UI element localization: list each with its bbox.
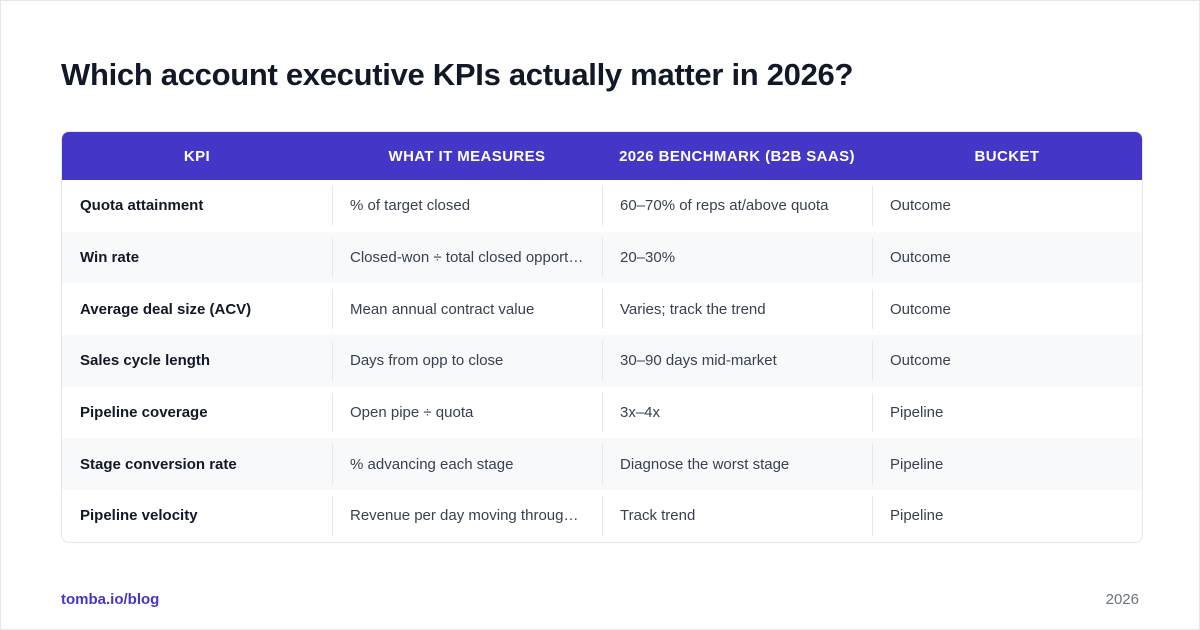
kpi-table-container: KPI What it measures 2026 Benchmark (B2B… — [61, 131, 1143, 543]
table-body: Quota attainment % of target closed 60–7… — [62, 180, 1142, 542]
benchmark-cell: 60–70% of reps at/above quota — [602, 180, 872, 232]
column-header-kpi: KPI — [183, 147, 211, 165]
column-header-benchmark: 2026 Benchmark (B2B SaaS) — [619, 147, 855, 165]
benchmark-cell: 30–90 days mid-market — [602, 335, 872, 387]
benchmark-cell: Track trend — [602, 490, 872, 542]
table-row: Pipeline velocity Revenue per day moving… — [62, 490, 1142, 542]
kpi-cell: Sales cycle length — [80, 352, 211, 370]
measure-cell: Open pipe ÷ quota — [332, 387, 602, 439]
column-header-what-it-measures: What it measures — [388, 147, 546, 165]
benchmark-cell: 3x–4x — [602, 387, 872, 439]
table-row: Quota attainment % of target closed 60–7… — [62, 180, 1142, 232]
kpi-table: KPI What it measures 2026 Benchmark (B2B… — [62, 132, 1142, 542]
footer-year: 2026 — [1105, 591, 1139, 608]
bucket-cell: Outcome — [872, 232, 1142, 284]
table-row: Sales cycle length Days from opp to clos… — [62, 335, 1142, 387]
table-header: KPI What it measures 2026 Benchmark (B2B… — [62, 132, 1142, 180]
page-title: Which account executive KPIs actually ma… — [61, 57, 854, 92]
bucket-cell: Pipeline — [872, 490, 1142, 542]
blog-link[interactable]: tomba.io/blog — [61, 591, 160, 608]
table-row: Average deal size (ACV) Mean annual cont… — [62, 283, 1142, 335]
bucket-cell: Pipeline — [872, 438, 1142, 490]
table-row: Win rate Closed-won ÷ total closed oppor… — [62, 231, 1142, 284]
measure-cell: % of target closed — [332, 180, 602, 232]
measure-cell: Days from opp to close — [332, 335, 602, 387]
table-row: Pipeline coverage Open pipe ÷ quota 3x–4… — [62, 387, 1142, 439]
kpi-cell: Average deal size (ACV) — [80, 300, 252, 318]
measure-cell: Closed-won ÷ total closed opportunities — [332, 232, 602, 284]
benchmark-cell: 20–30% — [602, 232, 872, 284]
benchmark-cell: Diagnose the worst stage — [602, 438, 872, 490]
bucket-cell: Pipeline — [872, 387, 1142, 439]
kpi-cell: Quota attainment — [80, 197, 204, 215]
measure-cell: % advancing each stage — [332, 438, 602, 490]
bucket-cell: Outcome — [872, 335, 1142, 387]
table-header-row: KPI What it measures 2026 Benchmark (B2B… — [62, 132, 1142, 180]
table-row: Stage conversion rate % advancing each s… — [62, 438, 1142, 491]
column-header-bucket: Bucket — [974, 147, 1040, 165]
bucket-cell: Outcome — [872, 180, 1142, 232]
kpi-cell: Stage conversion rate — [80, 455, 237, 473]
kpi-cell: Win rate — [80, 249, 140, 267]
measure-cell: Mean annual contract value — [332, 283, 602, 335]
benchmark-cell: Varies; track the trend — [602, 283, 872, 335]
measure-cell: Revenue per day moving through pipeline — [332, 490, 602, 542]
bucket-cell: Outcome — [872, 283, 1142, 335]
kpi-cell: Pipeline coverage — [80, 404, 208, 422]
kpi-cell: Pipeline velocity — [80, 507, 198, 525]
